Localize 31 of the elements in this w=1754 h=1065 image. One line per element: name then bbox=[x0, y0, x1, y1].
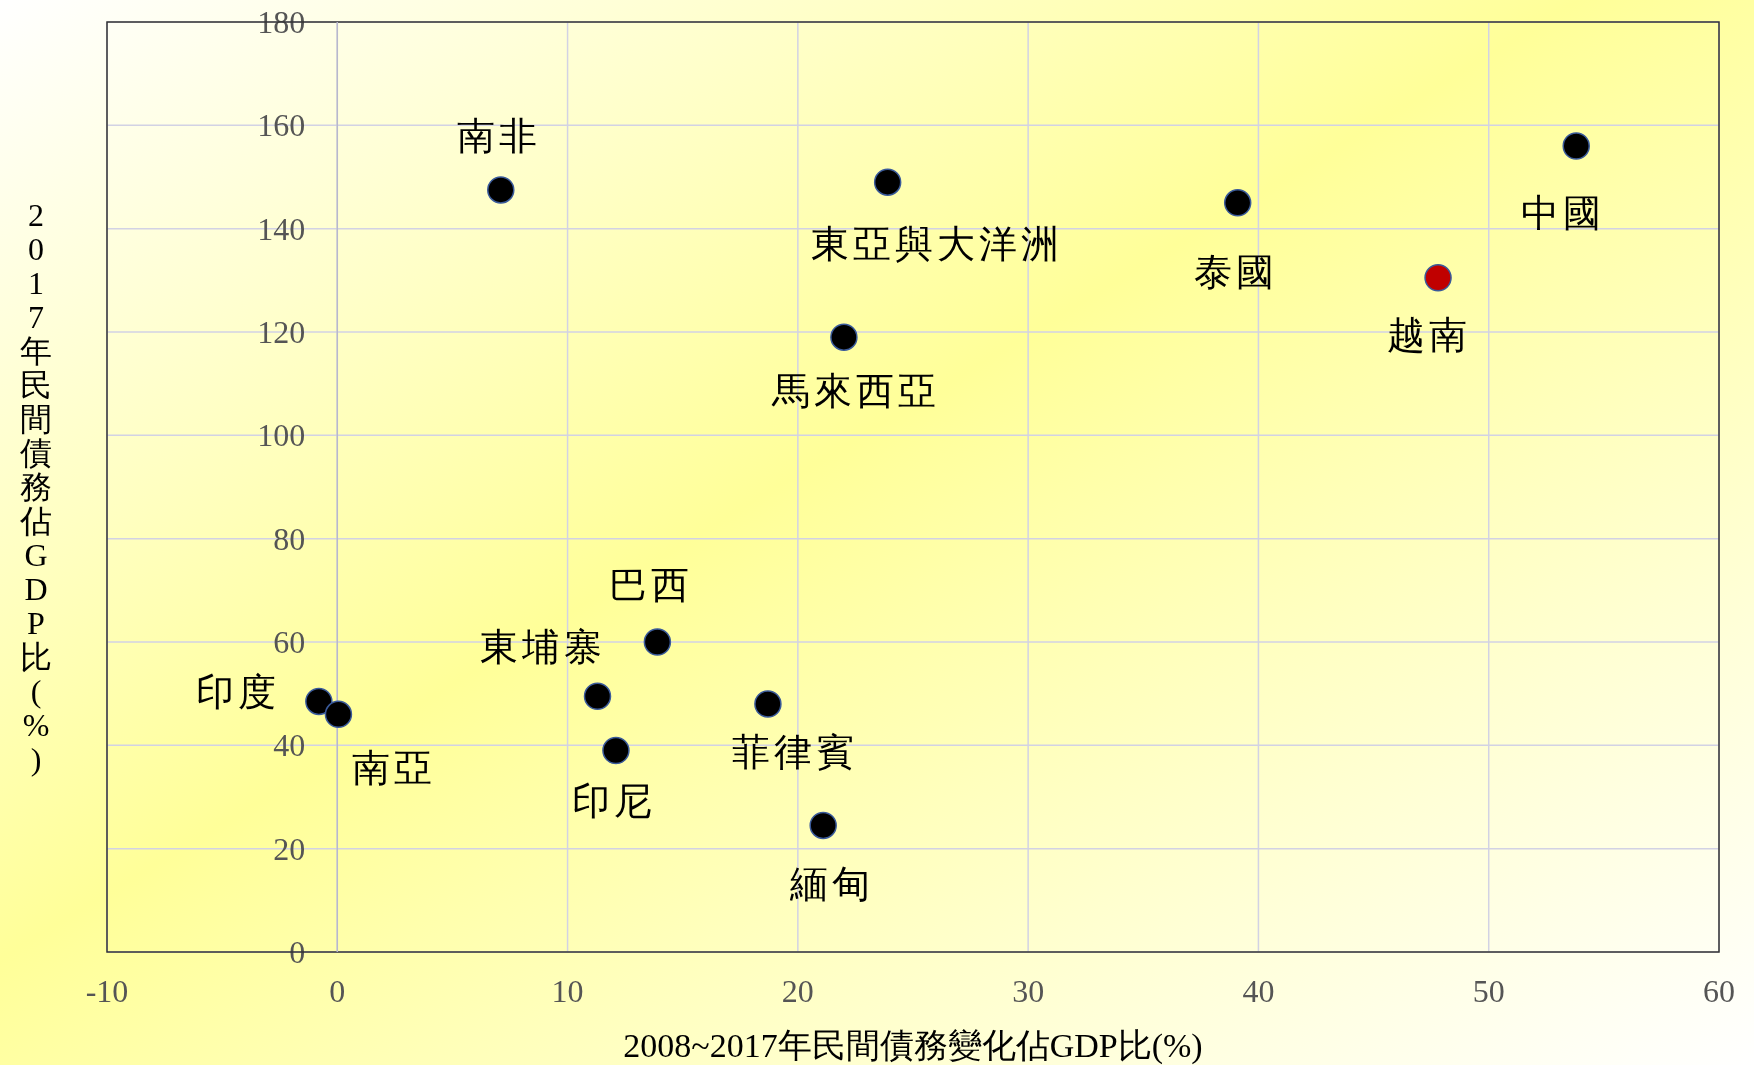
y-tick-label: 120 bbox=[257, 314, 306, 350]
y-tick-label: 100 bbox=[257, 417, 306, 454]
x-tick-label: 20 bbox=[781, 973, 814, 1009]
annotation: 東亞與大洋洲 bbox=[810, 223, 1063, 266]
x-tick-label: 0 bbox=[329, 973, 346, 1009]
y-tick-label: 40 bbox=[273, 727, 306, 764]
annotation: 泰國 bbox=[1193, 250, 1278, 293]
annotation: 菲律賓 bbox=[731, 731, 858, 773]
annotation: 東埔寨 bbox=[479, 626, 606, 669]
annotation: 印尼 bbox=[571, 779, 656, 822]
y-axis-title: 2017年民間債務佔GDP比(%) bbox=[20, 197, 52, 777]
x-axis-title: 2008~2017年民間債務變化佔GDP比(%) bbox=[623, 1027, 1203, 1065]
y-tick-label: 20 bbox=[273, 830, 306, 867]
annotation: 巴西 bbox=[609, 564, 694, 606]
x-tick-label: 60 bbox=[1703, 973, 1735, 1009]
x-tick-label: -10 bbox=[85, 973, 129, 1009]
annotation: 緬甸 bbox=[789, 863, 875, 906]
y-tick-label: 80 bbox=[273, 520, 306, 557]
y-tick-label: 140 bbox=[257, 210, 306, 247]
y-tick-label: 160 bbox=[257, 107, 306, 144]
annotation: 越南 bbox=[1387, 313, 1472, 356]
y-tick-label: 60 bbox=[273, 624, 306, 660]
annotation: 馬來西亞 bbox=[770, 370, 940, 413]
annotation: 南非 bbox=[456, 114, 541, 157]
annotation: 中國 bbox=[1521, 192, 1606, 234]
annotation: 南亞 bbox=[352, 747, 437, 790]
x-tick-label: 10 bbox=[551, 973, 584, 1009]
annotation: 印度 bbox=[195, 671, 280, 714]
x-tick-label: 40 bbox=[1242, 973, 1275, 1009]
x-tick-label: 50 bbox=[1472, 973, 1505, 1009]
x-tick-label: 30 bbox=[1012, 973, 1045, 1009]
